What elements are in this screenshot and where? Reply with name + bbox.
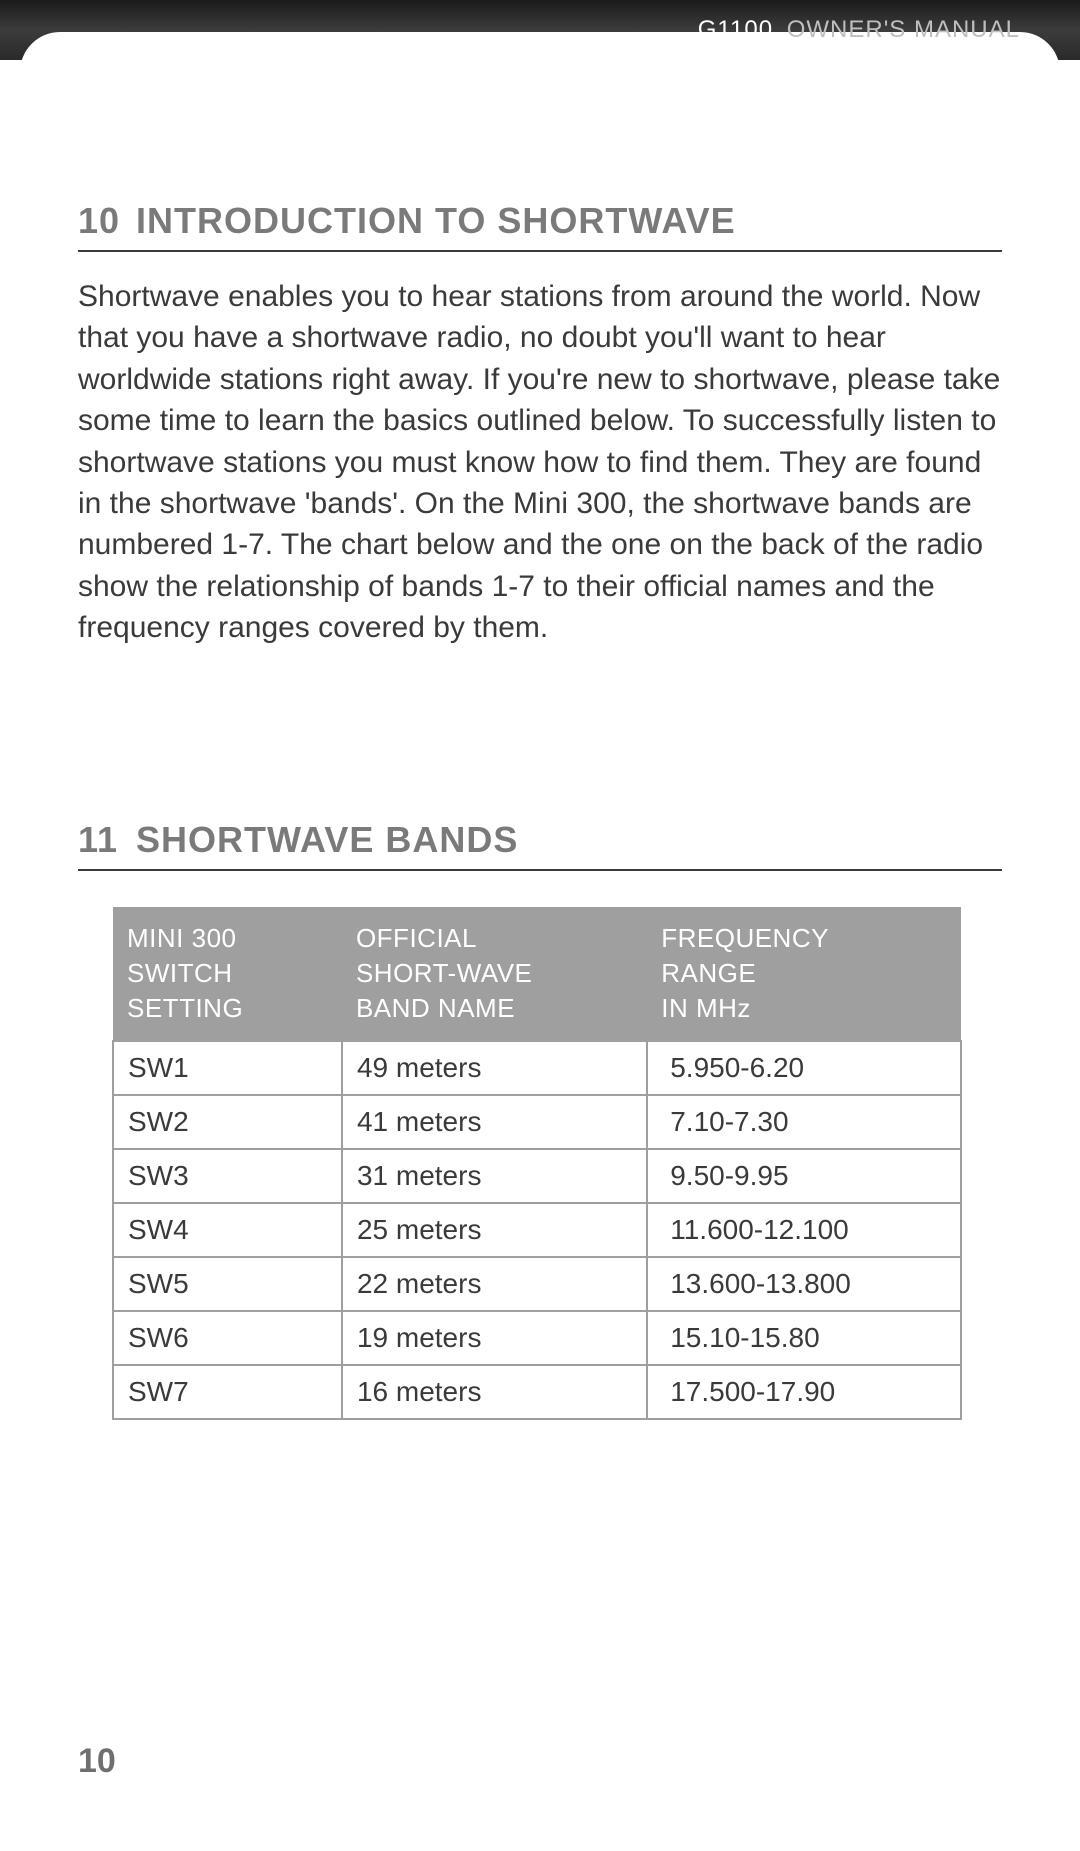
table-cell: 49 meters [342,1041,647,1095]
table-row: SW522 meters13.600-13.800 [113,1257,961,1311]
table-cell: SW3 [113,1149,342,1203]
table-cell: 22 meters [342,1257,647,1311]
table-cell: 9.50-9.95 [647,1149,961,1203]
table-cell: 13.600-13.800 [647,1257,961,1311]
section-heading-11: 11 SHORTWAVE BANDS [78,819,1002,871]
bands-table-head: MINI 300SWITCHSETTING OFFICIALSHORT-WAVE… [113,907,961,1041]
table-row: SW425 meters11.600-12.100 [113,1203,961,1257]
table-row: SW716 meters17.500-17.90 [113,1365,961,1419]
section-body-text: Shortwave enables you to hear stations f… [78,276,1002,649]
table-row: SW149 meters5.950-6.20 [113,1041,961,1095]
owners-manual-label: OWNER'S MANUAL [787,16,1020,43]
table-row: SW241 meters7.10-7.30 [113,1095,961,1149]
col-header-frequency: FREQUENCYRANGEIN MHz [647,907,961,1041]
section-title: SHORTWAVE BANDS [136,819,518,861]
bands-table-body: SW149 meters5.950-6.20SW241 meters7.10-7… [113,1041,961,1419]
table-cell: SW7 [113,1365,342,1419]
table-row: SW331 meters9.50-9.95 [113,1149,961,1203]
table-cell: SW5 [113,1257,342,1311]
table-cell: 5.950-6.20 [647,1041,961,1095]
table-cell: 11.600-12.100 [647,1203,961,1257]
col-header-bandname: OFFICIALSHORT-WAVEBAND NAME [342,907,647,1041]
bands-table: MINI 300SWITCHSETTING OFFICIALSHORT-WAVE… [112,907,962,1420]
table-cell: 7.10-7.30 [647,1095,961,1149]
col-header-switch: MINI 300SWITCHSETTING [113,907,342,1041]
table-cell: 25 meters [342,1203,647,1257]
header-band: G1100 OWNER'S MANUAL [0,0,1080,60]
table-cell: 15.10-15.80 [647,1311,961,1365]
table-cell: 31 meters [342,1149,647,1203]
table-cell: 41 meters [342,1095,647,1149]
section-number: 10 [78,200,136,242]
bands-table-wrap: MINI 300SWITCHSETTING OFFICIALSHORT-WAVE… [112,907,962,1420]
section-number: 11 [78,819,136,861]
table-cell: 19 meters [342,1311,647,1365]
table-cell: 16 meters [342,1365,647,1419]
section-title: INTRODUCTION TO SHORTWAVE [136,200,736,242]
table-row: SW619 meters15.10-15.80 [113,1311,961,1365]
product-model: G1100 [698,16,773,43]
table-cell: SW2 [113,1095,342,1149]
table-cell: SW6 [113,1311,342,1365]
table-cell: SW1 [113,1041,342,1095]
table-cell: SW4 [113,1203,342,1257]
table-cell: 17.500-17.90 [647,1365,961,1419]
header-text: G1100 OWNER'S MANUAL [698,16,1020,44]
page-number: 10 [78,1742,116,1781]
page-body: 10 INTRODUCTION TO SHORTWAVE Shortwave e… [0,60,1080,1420]
section-heading-10: 10 INTRODUCTION TO SHORTWAVE [78,200,1002,252]
